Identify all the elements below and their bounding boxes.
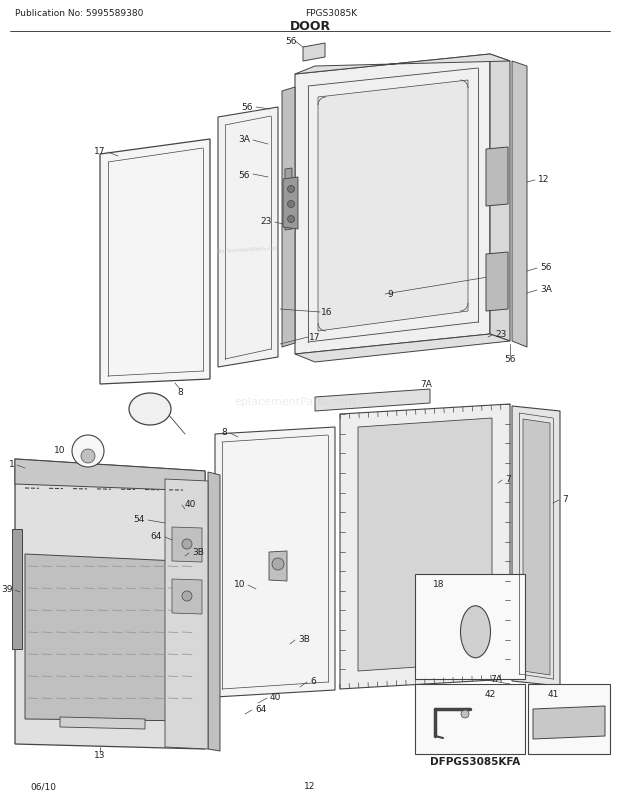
Polygon shape bbox=[12, 529, 22, 649]
Ellipse shape bbox=[288, 186, 294, 193]
Polygon shape bbox=[415, 574, 525, 679]
Text: 3A: 3A bbox=[238, 136, 250, 144]
Ellipse shape bbox=[182, 539, 192, 549]
Text: 56: 56 bbox=[239, 170, 250, 180]
Text: DFPGS3085KFA: DFPGS3085KFA bbox=[430, 756, 520, 766]
Text: 42: 42 bbox=[485, 690, 496, 699]
Text: 16: 16 bbox=[321, 308, 332, 317]
Polygon shape bbox=[215, 427, 335, 697]
Text: FPGS3085K: FPGS3085K bbox=[305, 10, 357, 18]
Polygon shape bbox=[340, 404, 510, 689]
Text: 64: 64 bbox=[255, 705, 267, 714]
Ellipse shape bbox=[182, 591, 192, 602]
Text: 64: 64 bbox=[151, 532, 162, 541]
Polygon shape bbox=[318, 81, 468, 331]
Ellipse shape bbox=[129, 394, 171, 426]
Text: Publication No: 5995589380: Publication No: 5995589380 bbox=[15, 10, 143, 18]
Text: eplacementParts.com: eplacementParts.com bbox=[234, 396, 356, 407]
Text: 40: 40 bbox=[270, 693, 281, 702]
Polygon shape bbox=[25, 554, 200, 721]
Polygon shape bbox=[358, 419, 492, 671]
Polygon shape bbox=[208, 472, 220, 751]
Polygon shape bbox=[172, 579, 202, 614]
Text: 56: 56 bbox=[540, 263, 552, 272]
Text: 7A: 7A bbox=[490, 674, 502, 683]
Polygon shape bbox=[218, 107, 278, 367]
Ellipse shape bbox=[72, 435, 104, 468]
Polygon shape bbox=[285, 168, 292, 231]
Text: 17: 17 bbox=[309, 333, 321, 342]
Text: 06/10: 06/10 bbox=[30, 781, 56, 791]
Text: 41: 41 bbox=[548, 690, 559, 699]
Polygon shape bbox=[315, 390, 430, 411]
Polygon shape bbox=[295, 334, 510, 363]
Text: 12: 12 bbox=[304, 781, 316, 791]
Polygon shape bbox=[512, 407, 560, 687]
Polygon shape bbox=[60, 717, 145, 729]
Text: 10: 10 bbox=[234, 580, 245, 589]
Text: 9: 9 bbox=[387, 290, 392, 299]
Polygon shape bbox=[295, 55, 510, 75]
Text: 3B: 3B bbox=[192, 548, 204, 557]
Polygon shape bbox=[512, 62, 527, 347]
Text: 8: 8 bbox=[221, 428, 227, 437]
Polygon shape bbox=[490, 55, 510, 342]
Ellipse shape bbox=[272, 558, 284, 570]
Polygon shape bbox=[15, 460, 205, 749]
Text: 10: 10 bbox=[53, 446, 65, 455]
Text: 8: 8 bbox=[177, 388, 183, 397]
Polygon shape bbox=[486, 148, 508, 207]
Polygon shape bbox=[533, 706, 605, 739]
Text: 1: 1 bbox=[9, 460, 15, 469]
Text: 23: 23 bbox=[260, 217, 272, 226]
Polygon shape bbox=[295, 55, 490, 354]
Text: 54: 54 bbox=[134, 515, 145, 524]
Text: 7: 7 bbox=[562, 495, 568, 504]
Ellipse shape bbox=[288, 201, 294, 209]
Polygon shape bbox=[100, 140, 210, 384]
Text: 3A: 3A bbox=[540, 286, 552, 294]
Polygon shape bbox=[283, 178, 298, 229]
Polygon shape bbox=[269, 551, 287, 581]
Polygon shape bbox=[523, 419, 550, 675]
Text: 6: 6 bbox=[310, 677, 316, 686]
Polygon shape bbox=[528, 684, 610, 754]
Polygon shape bbox=[172, 528, 202, 562]
Polygon shape bbox=[303, 44, 325, 62]
Text: 56: 56 bbox=[143, 405, 155, 414]
Text: 3B: 3B bbox=[298, 634, 310, 644]
Text: 56: 56 bbox=[504, 355, 516, 364]
Polygon shape bbox=[415, 684, 525, 754]
Text: 7A: 7A bbox=[420, 380, 432, 389]
Ellipse shape bbox=[461, 606, 490, 658]
Text: 39: 39 bbox=[1, 585, 13, 593]
Text: 56: 56 bbox=[285, 36, 297, 46]
Text: 12: 12 bbox=[538, 176, 549, 184]
Text: 40: 40 bbox=[185, 500, 197, 508]
Polygon shape bbox=[486, 253, 508, 312]
Text: ReplacementParts.com: ReplacementParts.com bbox=[216, 245, 280, 254]
Text: DOOR: DOOR bbox=[290, 19, 330, 32]
Ellipse shape bbox=[288, 217, 294, 223]
Text: 23: 23 bbox=[495, 330, 507, 339]
Text: 56: 56 bbox=[242, 103, 253, 111]
Polygon shape bbox=[282, 88, 295, 347]
Polygon shape bbox=[165, 480, 208, 749]
Text: 17: 17 bbox=[94, 148, 105, 156]
Ellipse shape bbox=[461, 710, 469, 718]
Text: 7: 7 bbox=[505, 475, 511, 484]
Polygon shape bbox=[15, 460, 205, 492]
Text: 13: 13 bbox=[94, 751, 106, 759]
Text: 18: 18 bbox=[433, 580, 445, 589]
Text: 10: 10 bbox=[82, 442, 93, 451]
Ellipse shape bbox=[81, 449, 95, 464]
